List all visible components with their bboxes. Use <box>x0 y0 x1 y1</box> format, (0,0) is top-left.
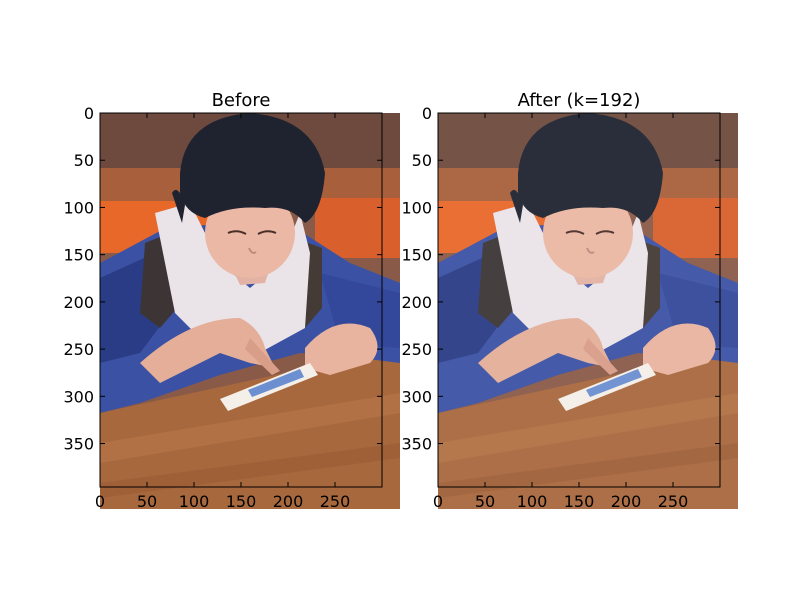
y-tick-label: 350 <box>401 435 432 454</box>
y-tick-label: 200 <box>401 293 432 312</box>
before-title: Before <box>212 90 271 111</box>
x-tick-label: 250 <box>320 492 351 511</box>
y-tick-label: 300 <box>63 387 94 406</box>
subplot-after: 0 50 100 150 200 250 0 50 100 150 200 250 300 350 <box>401 104 739 511</box>
x-tick-label: 150 <box>226 492 257 511</box>
subplot-before: 0 50 100 150 200 250 0 50 100 150 200 250 300 350 <box>63 104 401 511</box>
after-title: After (k=192) <box>518 90 641 111</box>
x-tick-label: 200 <box>273 492 304 511</box>
y-tick-label: 50 <box>412 151 432 170</box>
y-tick-label: 100 <box>401 198 432 217</box>
x-tick-label: 250 <box>658 492 689 511</box>
x-tick-label: 0 <box>433 492 443 511</box>
x-tick-label: 100 <box>517 492 548 511</box>
after-image <box>437 112 739 510</box>
y-tick-label: 0 <box>84 104 94 123</box>
y-tick-label: 150 <box>401 246 432 265</box>
x-tick-label: 200 <box>611 492 642 511</box>
y-tick-label: 0 <box>422 104 432 123</box>
before-ticks: 0 50 100 150 200 250 0 50 100 150 200 250 300 350 <box>63 104 382 511</box>
x-tick-label: 100 <box>179 492 210 511</box>
x-tick-label: 150 <box>564 492 595 511</box>
y-tick-label: 100 <box>63 198 94 217</box>
y-tick-label: 250 <box>401 340 432 359</box>
y-tick-label: 300 <box>401 387 432 406</box>
x-tick-label: 0 <box>95 492 105 511</box>
x-tick-label: 50 <box>137 492 157 511</box>
x-tick-label: 50 <box>475 492 495 511</box>
after-ticks: 0 50 100 150 200 250 0 50 100 150 200 250 300 350 <box>401 104 720 511</box>
y-tick-label: 200 <box>63 293 94 312</box>
before-image <box>99 112 401 510</box>
y-tick-label: 50 <box>74 151 94 170</box>
y-tick-label: 250 <box>63 340 94 359</box>
y-tick-label: 350 <box>63 435 94 454</box>
y-tick-label: 150 <box>63 246 94 265</box>
